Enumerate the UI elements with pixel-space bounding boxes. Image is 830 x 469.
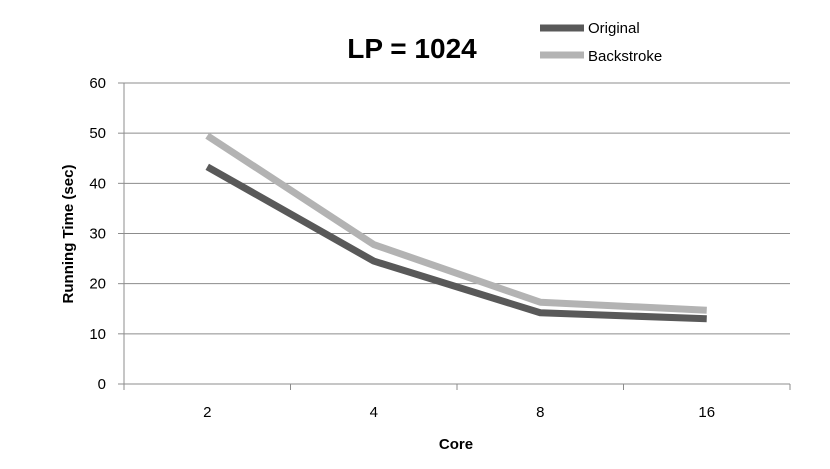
series-lines <box>205 132 707 323</box>
tick-labels: 0 10 20 30 40 50 60 2 4 8 16 <box>89 75 715 421</box>
axes <box>118 82 791 390</box>
series-line-original <box>205 163 707 323</box>
x-axis-title: Core <box>439 436 473 453</box>
gridlines <box>124 82 790 335</box>
y-tick-label: 40 <box>89 175 106 192</box>
x-tick-label: 8 <box>536 404 544 421</box>
y-tick-label: 60 <box>89 75 106 92</box>
y-tick-label: 10 <box>89 326 106 343</box>
y-axis-title: Running Time (sec) <box>60 165 77 304</box>
series-line-backstroke <box>205 132 707 314</box>
y-tick-label: 20 <box>89 276 106 293</box>
x-tick-label: 16 <box>698 404 715 421</box>
legend-label-backstroke: Backstroke <box>588 48 662 65</box>
legend: Original Backstroke <box>540 20 662 65</box>
x-tick-label: 2 <box>203 404 211 421</box>
y-tick-label: 30 <box>89 226 106 243</box>
chart-title: LP = 1024 <box>347 33 477 64</box>
legend-label-original: Original <box>588 20 640 37</box>
x-tick-label: 4 <box>370 404 378 421</box>
y-tick-label: 0 <box>98 376 106 393</box>
y-tick-label: 50 <box>89 125 106 142</box>
